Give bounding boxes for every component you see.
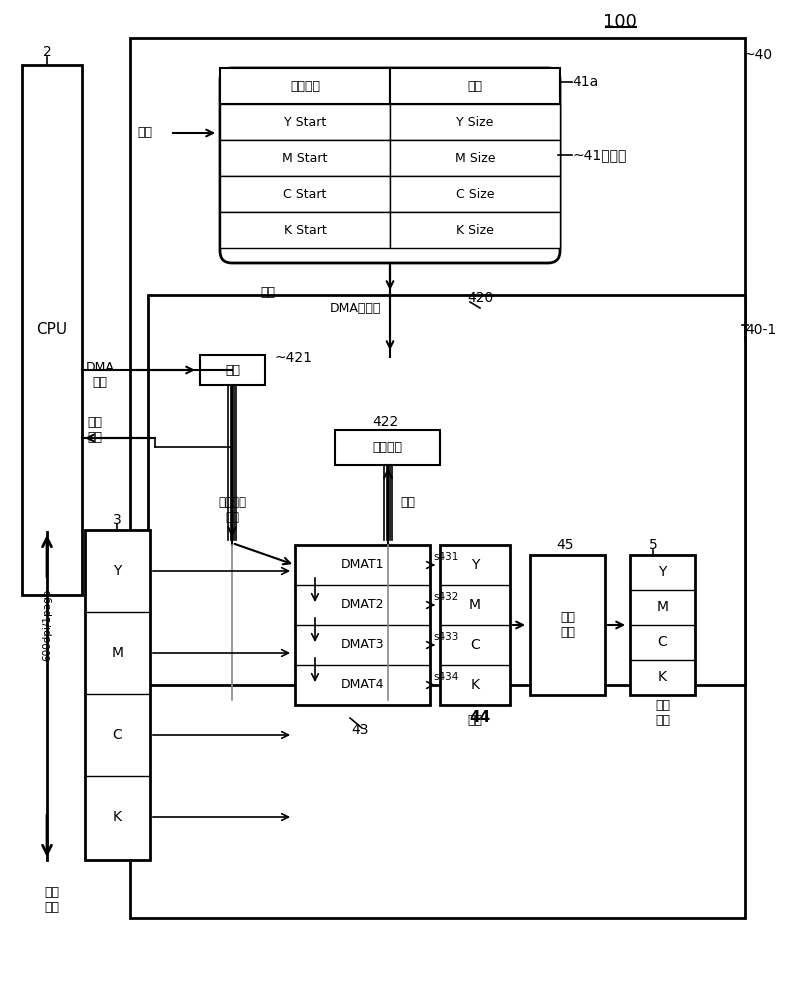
- Text: C: C: [658, 635, 667, 649]
- Text: M Size: M Size: [455, 151, 495, 164]
- Text: 开始地址: 开始地址: [290, 80, 320, 93]
- Bar: [130, 38, 745, 918]
- Text: 420: 420: [467, 291, 493, 305]
- Text: 主存
储器: 主存 储器: [45, 886, 59, 914]
- Text: 开始地址
尺寸: 开始地址 尺寸: [218, 496, 246, 524]
- Text: K Start: K Start: [284, 224, 326, 236]
- Text: 缓存: 缓存: [468, 714, 482, 726]
- Bar: [220, 140, 390, 176]
- Text: C Size: C Size: [456, 188, 494, 200]
- Text: C Start: C Start: [284, 188, 327, 200]
- Text: Y Size: Y Size: [457, 115, 493, 128]
- Text: 3: 3: [113, 513, 122, 527]
- Text: s433: s433: [433, 632, 458, 642]
- Text: M: M: [111, 646, 123, 660]
- Bar: [390, 104, 560, 140]
- Text: Y: Y: [471, 558, 479, 572]
- Bar: [390, 212, 560, 248]
- Bar: [220, 68, 390, 104]
- Text: Y: Y: [113, 564, 122, 578]
- Text: ~421: ~421: [275, 351, 313, 365]
- Text: K: K: [470, 678, 480, 692]
- Text: 43: 43: [352, 723, 368, 737]
- Text: DMA
开始: DMA 开始: [86, 361, 115, 389]
- Bar: [630, 555, 695, 695]
- Text: 600dpi/1page: 600dpi/1page: [42, 589, 52, 661]
- Text: 44: 44: [469, 710, 491, 726]
- Text: DMAT4: DMAT4: [340, 678, 384, 692]
- Bar: [220, 212, 390, 248]
- Text: Y: Y: [658, 565, 666, 579]
- Text: K: K: [113, 810, 122, 824]
- Text: 2: 2: [42, 45, 51, 59]
- Text: K: K: [658, 670, 667, 684]
- FancyBboxPatch shape: [220, 68, 560, 263]
- Text: DMA控制部: DMA控制部: [330, 302, 381, 314]
- Text: C: C: [113, 728, 123, 742]
- Text: K Size: K Size: [456, 224, 494, 236]
- Text: 启动: 启动: [225, 363, 240, 376]
- Bar: [335, 430, 440, 465]
- Text: 40-1: 40-1: [745, 323, 776, 337]
- Text: 一页
完成: 一页 完成: [87, 416, 103, 444]
- Bar: [295, 545, 430, 705]
- Text: s432: s432: [433, 592, 458, 602]
- Text: Y Start: Y Start: [284, 115, 326, 128]
- Text: s431: s431: [433, 552, 458, 562]
- Text: ~41寄存器: ~41寄存器: [572, 148, 626, 162]
- Text: 5: 5: [649, 538, 658, 552]
- Bar: [85, 530, 150, 860]
- Text: DMAT3: DMAT3: [340, 639, 384, 652]
- Text: DMAT2: DMAT2: [340, 598, 384, 611]
- Bar: [390, 140, 560, 176]
- Text: 422: 422: [372, 415, 398, 429]
- Text: 参照: 参照: [260, 286, 276, 300]
- Text: 45: 45: [556, 538, 574, 552]
- Text: s434: s434: [433, 672, 458, 682]
- Bar: [220, 176, 390, 212]
- Text: 完成: 完成: [400, 496, 416, 510]
- Text: M: M: [469, 598, 481, 612]
- Text: 尺寸: 尺寸: [468, 80, 482, 93]
- Text: 图像
处理: 图像 处理: [560, 611, 575, 639]
- Bar: [220, 104, 390, 140]
- Bar: [390, 176, 560, 212]
- Bar: [148, 295, 745, 685]
- Text: 设定: 设定: [138, 126, 152, 139]
- Text: ~40: ~40: [743, 48, 772, 62]
- Text: C: C: [470, 638, 480, 652]
- Text: 100: 100: [603, 13, 637, 31]
- Bar: [22, 65, 82, 595]
- Text: M Start: M Start: [282, 151, 328, 164]
- Bar: [390, 68, 560, 104]
- Text: DMAT1: DMAT1: [340, 558, 384, 572]
- Bar: [440, 545, 510, 705]
- Text: M: M: [657, 600, 669, 614]
- Bar: [200, 355, 265, 385]
- Text: 41a: 41a: [572, 75, 598, 89]
- Text: CPU: CPU: [36, 322, 67, 338]
- Text: 完成监视: 完成监视: [372, 441, 402, 454]
- Text: 子存
储器: 子存 储器: [655, 699, 670, 727]
- Bar: [530, 555, 605, 695]
